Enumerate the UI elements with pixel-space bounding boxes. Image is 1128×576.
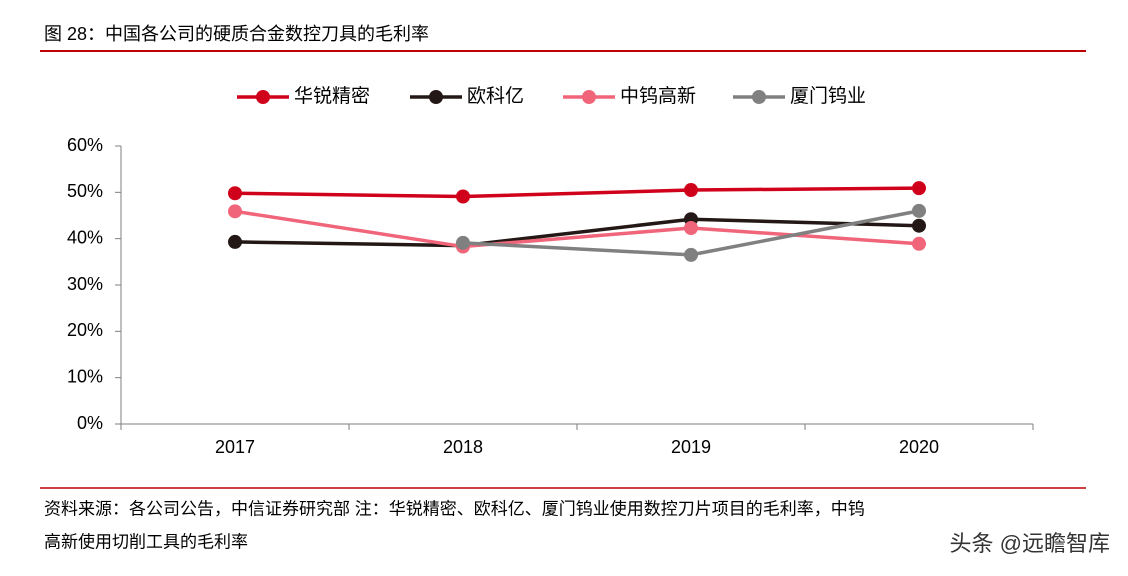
legend-marker bbox=[429, 90, 443, 104]
point bbox=[912, 236, 926, 251]
legend-label: 中钨高新 bbox=[620, 85, 696, 107]
y-tick-label: 30% bbox=[67, 274, 103, 294]
watermark: 头条 @远瞻智库 bbox=[950, 531, 1110, 556]
legend-marker bbox=[582, 90, 596, 104]
y-tick-label: 0% bbox=[77, 413, 103, 433]
y-tick-label: 20% bbox=[67, 320, 103, 340]
legend-label: 厦门钨业 bbox=[790, 85, 866, 107]
point bbox=[684, 221, 698, 236]
y-tick-label: 40% bbox=[67, 227, 103, 247]
point bbox=[912, 218, 926, 233]
point bbox=[456, 189, 470, 204]
legend-marker bbox=[752, 90, 766, 104]
x-tick-label: 2018 bbox=[443, 437, 483, 457]
y-tick-label: 10% bbox=[67, 366, 103, 386]
point bbox=[228, 204, 242, 219]
point bbox=[912, 181, 926, 196]
legend-label: 华锐精密 bbox=[294, 85, 370, 107]
point bbox=[684, 183, 698, 198]
point bbox=[228, 186, 242, 201]
note-line: 高新使用切削工具的毛利率 bbox=[44, 531, 248, 551]
point bbox=[228, 234, 242, 249]
x-tick-label: 2017 bbox=[215, 437, 255, 457]
x-tick-label: 2019 bbox=[671, 437, 711, 457]
y-tick-label: 50% bbox=[67, 181, 103, 201]
figure-title: 图 28：中国各公司的硬质合金数控刀具的毛利率 bbox=[44, 24, 429, 44]
x-tick-label: 2020 bbox=[899, 437, 939, 457]
legend-marker bbox=[256, 90, 270, 104]
point bbox=[684, 247, 698, 262]
series-line bbox=[234, 209, 920, 249]
point bbox=[456, 235, 470, 250]
y-tick-label: 60% bbox=[67, 135, 103, 155]
series-line bbox=[234, 186, 920, 199]
legend-label: 欧科亿 bbox=[467, 85, 524, 107]
note-line: 资料来源：各公司公告，中信证券研究部 注：华锐精密、欧科亿、厦门钨业使用数控刀片… bbox=[44, 498, 865, 518]
point bbox=[912, 203, 926, 218]
series-line bbox=[234, 217, 920, 248]
